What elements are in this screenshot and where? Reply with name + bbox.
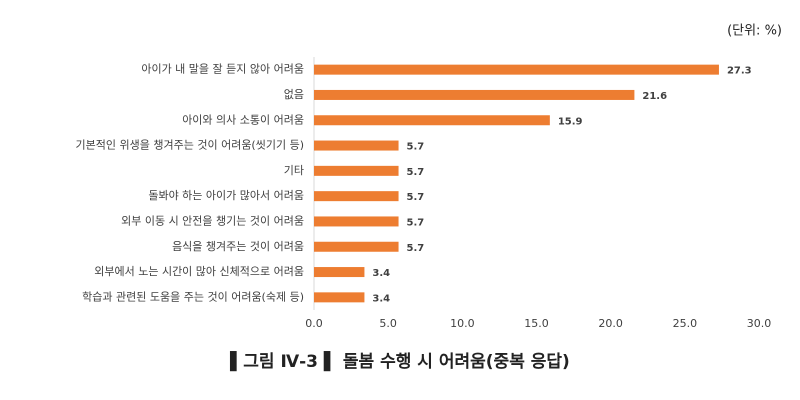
bar [314, 89, 635, 100]
value-label: 5.7 [407, 192, 425, 203]
x-tick-label: 15.0 [524, 317, 549, 330]
y-tick-label: 외부에서 노는 시간이 많아 신체적으로 어려움 [94, 265, 304, 278]
y-tick-label: 돌봐야 하는 아이가 많아서 어려움 [148, 188, 304, 202]
x-tick-label: 5.0 [379, 317, 397, 330]
bar [314, 267, 365, 278]
bar [314, 241, 399, 252]
value-label: 15.9 [558, 116, 583, 127]
value-label: 3.4 [372, 268, 390, 279]
bar [314, 292, 365, 303]
value-label: 5.7 [407, 217, 425, 228]
x-tick-label: 30.0 [747, 317, 772, 330]
y-tick-label: 학습과 관련된 도움을 주는 것이 어려움(숙제 등) [82, 290, 304, 303]
y-tick-label: 외부 이동 시 안전을 챙기는 것이 어려움 [121, 213, 304, 227]
bar [314, 216, 399, 227]
bar [314, 115, 550, 126]
chart-title: ▌그림 Ⅳ-3 ▌ 돌봄 수행 시 어려움(중복 응답) [229, 351, 570, 372]
unit-label: (단위: %) [727, 24, 782, 39]
x-tick-label: 10.0 [450, 317, 475, 330]
y-tick-label: 기타 [284, 164, 304, 177]
bar [314, 191, 399, 202]
value-label: 5.7 [407, 243, 425, 254]
y-tick-label: 음식을 챙겨주는 것이 어려움 [172, 239, 304, 253]
y-tick-label: 기본적인 위생을 챙겨주는 것이 어려움(씻기기 등) [76, 138, 304, 152]
y-tick-label: 아이가 내 말을 잘 듣지 않아 어려움 [141, 63, 304, 76]
value-label: 5.7 [407, 167, 425, 178]
x-tick-label: 20.0 [598, 317, 623, 330]
value-label: 27.3 [727, 66, 752, 77]
y-tick-label: 없음 [284, 88, 304, 101]
bar [314, 165, 399, 176]
y-tick-label: 아이와 의사 소통이 어려움 [182, 113, 304, 126]
value-label: 5.7 [407, 142, 425, 153]
x-tick-label: 0.0 [305, 317, 323, 330]
x-tick-label: 25.0 [673, 317, 698, 330]
bar [314, 64, 719, 75]
value-label: 21.6 [642, 91, 667, 102]
bar [314, 140, 399, 151]
value-label: 3.4 [372, 293, 390, 304]
